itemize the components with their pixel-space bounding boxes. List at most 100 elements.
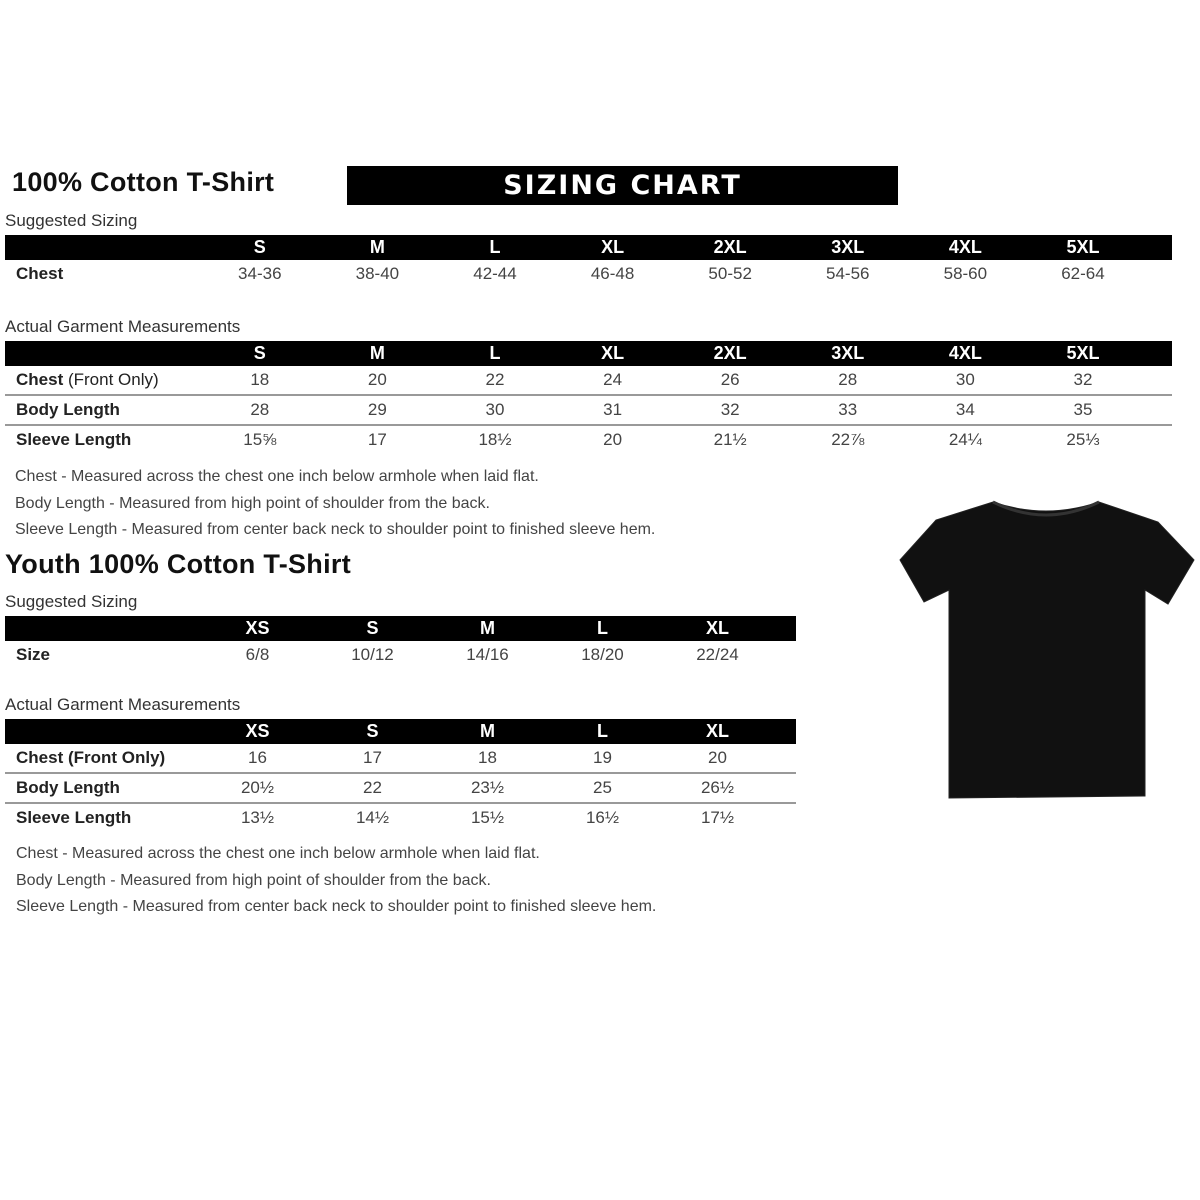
table-cell: 20 [708,748,727,767]
table-row: Size 6/8 10/12 14/16 18/20 22/24 [5,641,796,669]
row-label-text: Body Length [16,400,120,419]
table-cell: 6/8 [245,645,270,664]
youth-actual-label: Actual Garment Measurements [5,695,241,714]
row-label-extra: (Front Only) [63,370,159,389]
size-header: 3XL [831,237,865,257]
youth-suggested-table: XS S M L XL Size 6/8 10/12 14/16 18/20 22/24 [5,616,796,669]
size-header: 5XL [1066,343,1100,363]
table-cell: 18½ [478,430,512,449]
size-header: M [480,618,495,638]
size-header-row: XS S M L XL [5,616,796,641]
row-label: Sleeve Length [5,430,201,450]
row-label: Sleeve Length [5,808,200,828]
size-header: S [366,618,379,638]
size-header: S [253,343,266,363]
adult-actual-table: S M L XL 2XL 3XL 4XL 5XL Chest (Front Only) 18 20 2… [5,341,1172,454]
table-cell: 25 [593,778,612,797]
table-cell: 22⅞ [831,430,865,449]
table-cell: 20½ [240,778,275,797]
table-cell: 15½ [470,808,505,827]
table-cell: 50-52 [708,264,752,283]
table-cell: 31 [603,400,623,419]
table-cell: 29 [367,400,387,419]
table-cell: 26½ [700,778,735,797]
table-row: Chest (Front Only) 16 17 18 19 20 [5,744,796,774]
table-row: Body Length 28 29 30 31 32 33 34 35 [5,396,1172,426]
row-label-text: Chest [16,264,64,283]
row-label-text: Sleeve Length [16,808,132,827]
table-cell: 33 [838,400,858,419]
table-cell: 34 [955,400,975,419]
note-sleeve-length: Sleeve Length - Measured from center bac… [16,898,657,915]
table-cell: 34-36 [238,264,282,283]
table-cell: 62-64 [1061,264,1105,283]
row-label-text: Size [16,645,51,664]
table-cell: 15⅝ [243,430,277,449]
table-cell: 28 [838,370,858,389]
size-header: L [597,721,608,741]
table-cell: 17 [363,748,382,767]
table-cell: 16½ [585,808,620,827]
table-cell: 24 [603,370,623,389]
table-cell: 32 [720,400,740,419]
size-header: L [489,343,501,363]
table-cell: 30 [955,370,975,389]
size-header: 2XL [713,237,747,257]
table-cell: 46-48 [590,264,635,283]
size-header-row: S M L XL 2XL 3XL 4XL 5XL [5,341,1172,366]
adult-notes: Chest - Measured across the chest one in… [15,464,655,544]
table-cell: 21½ [713,430,747,449]
note-chest: Chest - Measured across the chest one in… [15,468,539,485]
adult-actual-label: Actual Garment Measurements [5,317,241,336]
size-header: 4XL [948,237,982,257]
table-row: Sleeve Length 13½ 14½ 15½ 16½ 17½ [5,804,796,832]
size-header: XL [601,237,625,257]
table-cell: 18/20 [581,645,624,664]
size-header: S [253,237,266,257]
size-header: L [489,237,501,257]
youth-actual-table: XS S M L XL Chest (Front Only) 16 17 18 19 20 Body … [5,719,796,832]
table-cell: 38-40 [355,264,400,283]
adult-suggested-label: Suggested Sizing [5,211,138,230]
table-cell: 17½ [700,808,735,827]
size-header: XL [601,343,625,363]
size-header: 5XL [1066,237,1100,257]
row-label-text: Chest (Front Only) [16,748,166,767]
table-cell: 13½ [240,808,275,827]
note-body-length: Body Length - Measured from high point o… [15,494,490,512]
size-header: L [597,618,608,638]
size-header-row: S M L XL 2XL 3XL 4XL 5XL [5,235,1172,260]
note-body-length: Body Length - Measured from high point o… [16,871,491,889]
row-label: Body Length [5,400,201,420]
size-header: M [369,237,385,257]
tshirt-icon [899,500,1195,799]
row-label-text: Chest [16,370,64,389]
note-chest: Chest - Measured across the chest one in… [16,845,540,862]
youth-notes: Chest - Measured across the chest one in… [16,841,656,921]
table-cell: 54-56 [826,264,870,283]
table-row: Chest (Front Only) 18 20 22 24 26 28 30 32 [5,366,1172,396]
adult-suggested-table: S M L XL 2XL 3XL 4XL 5XL Chest 34-36 38-40 42-44 46-… [5,235,1172,288]
table-cell: 22 [485,370,505,389]
table-cell: 19 [593,748,612,767]
youth-title: Youth 100% Cotton T-Shirt [5,549,351,579]
table-cell: 28 [250,400,270,419]
table-cell: 22/24 [696,645,739,664]
size-header: XS [245,618,270,638]
table-cell: 35 [1073,400,1093,419]
table-cell: 17 [367,430,387,449]
table-cell: 22 [363,778,382,797]
size-header: 3XL [831,343,865,363]
table-cell: 16 [248,748,267,767]
size-header: M [369,343,385,363]
row-label: Chest (Front Only) [5,370,201,390]
table-cell: 26 [720,370,740,389]
row-label-text: Sleeve Length [16,430,132,449]
sizing-chart-banner: SIZING CHART [347,166,898,205]
table-cell: 18 [250,370,270,389]
size-header: S [366,721,379,741]
row-label: Size [5,645,200,665]
table-cell: 10/12 [351,645,394,664]
adult-title: 100% Cotton T-Shirt [12,167,275,197]
table-row: Sleeve Length 15⅝ 17 18½ 20 21½ 22⅞ 24¼ 25⅓ [5,426,1172,454]
